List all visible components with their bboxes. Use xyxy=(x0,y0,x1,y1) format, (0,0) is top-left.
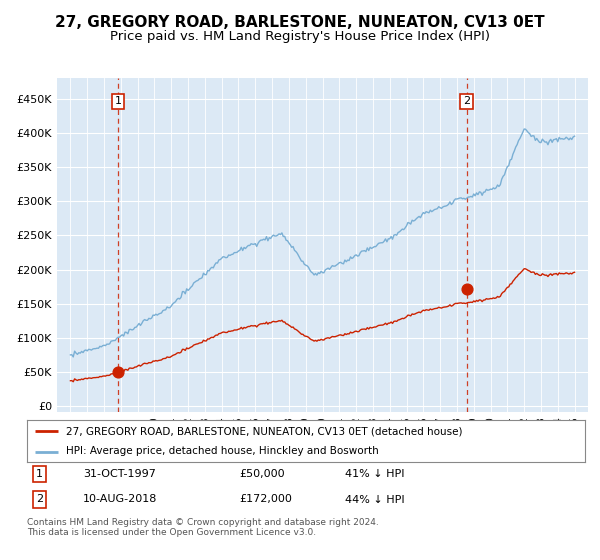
Point xyxy=(462,284,472,293)
Text: 31-OCT-1997: 31-OCT-1997 xyxy=(83,469,155,479)
Point xyxy=(113,367,123,376)
Text: 41% ↓ HPI: 41% ↓ HPI xyxy=(345,469,404,479)
Text: £172,000: £172,000 xyxy=(239,494,292,505)
Text: 10-AUG-2018: 10-AUG-2018 xyxy=(83,494,157,505)
Text: 2: 2 xyxy=(36,494,43,505)
Text: HPI: Average price, detached house, Hinckley and Bosworth: HPI: Average price, detached house, Hinc… xyxy=(66,446,379,456)
Text: 1: 1 xyxy=(36,469,43,479)
Text: 44% ↓ HPI: 44% ↓ HPI xyxy=(345,494,404,505)
Text: Contains HM Land Registry data © Crown copyright and database right 2024.
This d: Contains HM Land Registry data © Crown c… xyxy=(27,518,379,538)
Text: Price paid vs. HM Land Registry's House Price Index (HPI): Price paid vs. HM Land Registry's House … xyxy=(110,30,490,43)
Text: 1: 1 xyxy=(115,96,121,106)
Text: 2: 2 xyxy=(463,96,470,106)
Text: 27, GREGORY ROAD, BARLESTONE, NUNEATON, CV13 0ET (detached house): 27, GREGORY ROAD, BARLESTONE, NUNEATON, … xyxy=(66,426,463,436)
Text: £50,000: £50,000 xyxy=(239,469,284,479)
Text: 27, GREGORY ROAD, BARLESTONE, NUNEATON, CV13 0ET: 27, GREGORY ROAD, BARLESTONE, NUNEATON, … xyxy=(55,15,545,30)
